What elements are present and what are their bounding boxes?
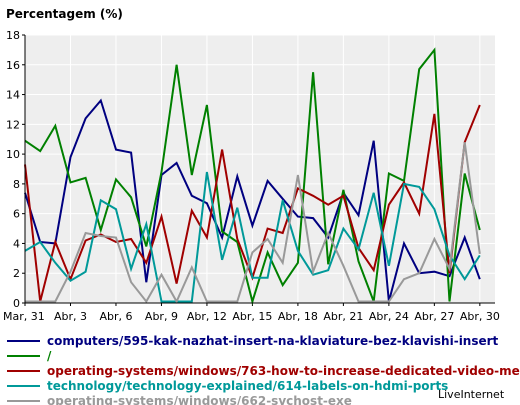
x-tick-label: Abr, 18 [278, 310, 318, 323]
legend-label: / [47, 349, 52, 363]
x-tick-label: Abr, 6 [99, 310, 132, 323]
legend: computers/595-kak-nazhat-insert-na-klavi… [7, 334, 520, 405]
x-tick-label: Abr, 27 [414, 310, 454, 323]
y-tick-label: 2 [13, 267, 20, 280]
y-tick-label: 18 [6, 29, 20, 42]
y-tick-label: 12 [6, 118, 20, 131]
x-tick-label: Abr, 3 [54, 310, 87, 323]
grid-lines [25, 34, 495, 303]
x-tick-label: Abr, 12 [187, 310, 227, 323]
credit-text: LiveInternet [438, 388, 505, 401]
x-tick-label: Abr, 21 [323, 310, 363, 323]
legend-label: operating-systems/windows/763-how-to-inc… [47, 364, 520, 378]
legend-label: technology/technology-explained/614-labe… [47, 379, 448, 393]
y-tick-label: 0 [13, 297, 20, 310]
series-line-5 [25, 142, 481, 304]
x-tick-label: Abr, 15 [232, 310, 272, 323]
chart-title: Percentagem (%) [6, 7, 123, 21]
x-tick-label: Abr, 30 [460, 310, 500, 323]
plot-area [25, 35, 495, 303]
x-tick-label: Abr, 24 [369, 310, 409, 323]
x-tick-label: Mar, 31 [3, 310, 45, 323]
legend-label: operating-systems/windows/662-svchost-ex… [47, 394, 352, 405]
x-axis: Mar, 31 Abr, 3 Abr, 6 Abr, 9 Abr, 12 Abr, 15 A… [3, 303, 500, 323]
series-line-4 [24, 171, 481, 303]
axes-frame [24, 35, 495, 304]
series-lines [24, 47, 481, 306]
x-tick-label: Abr, 9 [145, 310, 178, 323]
y-tick-label: 14 [6, 89, 20, 102]
y-tick-label: 6 [13, 208, 20, 221]
y-tick-label: 8 [13, 178, 20, 191]
y-tick-label: 10 [6, 148, 20, 161]
y-tick-label: 4 [13, 237, 20, 250]
legend-label: computers/595-kak-nazhat-insert-na-klavi… [47, 334, 499, 348]
series-line-1 [24, 98, 481, 302]
y-tick-label: 16 [6, 59, 20, 72]
y-axis: 0 2 4 6 8 10 12 14 16 18 [6, 29, 25, 310]
